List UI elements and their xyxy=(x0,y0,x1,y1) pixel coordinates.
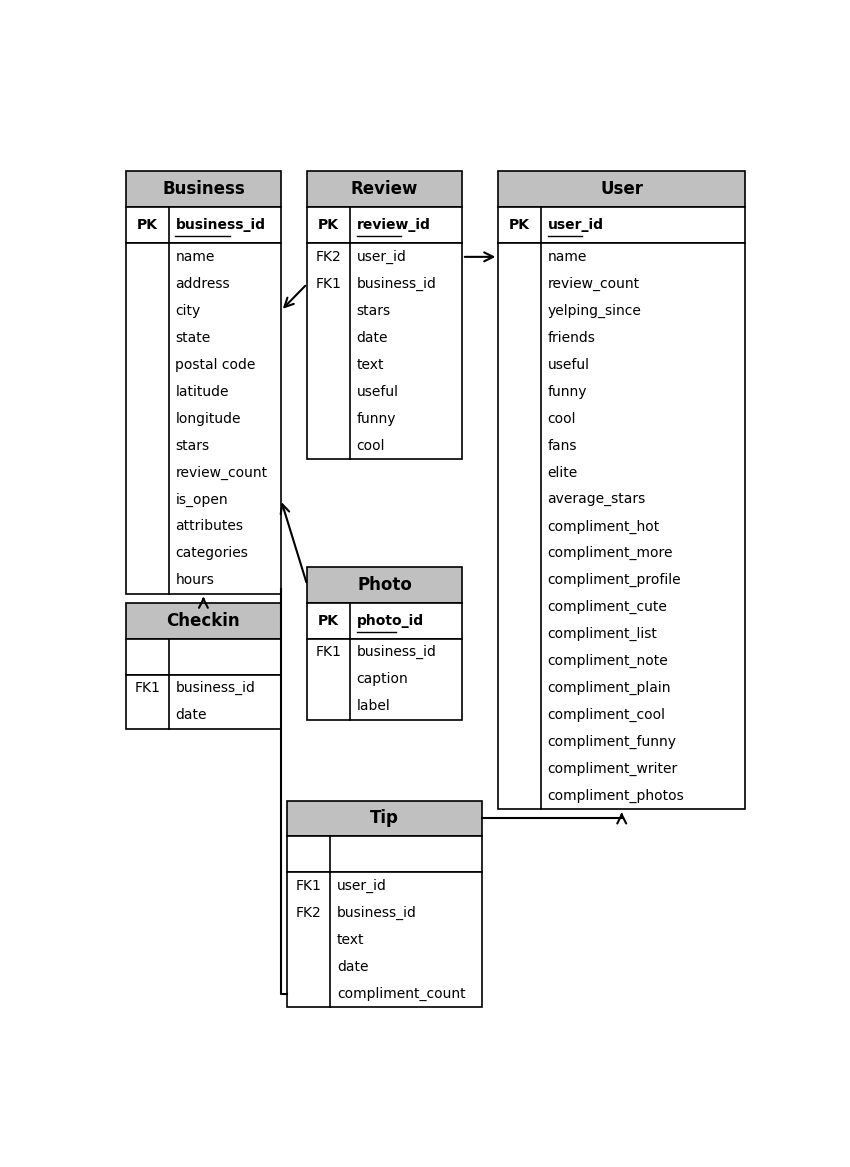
Text: stars: stars xyxy=(175,439,210,453)
Text: cool: cool xyxy=(357,439,385,453)
Text: compliment_more: compliment_more xyxy=(547,546,673,560)
Bar xyxy=(126,675,280,728)
Text: date: date xyxy=(337,959,368,973)
Text: stars: stars xyxy=(357,303,391,317)
Text: compliment_writer: compliment_writer xyxy=(547,762,677,776)
Bar xyxy=(307,244,462,459)
Text: useful: useful xyxy=(547,358,590,371)
Text: compliment_photos: compliment_photos xyxy=(547,789,684,803)
Text: business_id: business_id xyxy=(175,682,255,696)
Text: name: name xyxy=(547,250,587,264)
Text: friends: friends xyxy=(547,330,596,344)
Text: funny: funny xyxy=(547,385,587,399)
Text: state: state xyxy=(175,330,211,344)
Text: user_id: user_id xyxy=(357,250,406,264)
Text: Business: Business xyxy=(162,181,245,198)
Text: PK: PK xyxy=(318,218,339,232)
Text: FK1: FK1 xyxy=(315,645,342,659)
Text: fans: fans xyxy=(547,439,577,453)
Text: yelping_since: yelping_since xyxy=(547,303,642,317)
Text: categories: categories xyxy=(175,546,248,560)
Text: FK2: FK2 xyxy=(315,250,342,264)
Text: FK1: FK1 xyxy=(134,682,161,696)
Text: compliment_funny: compliment_funny xyxy=(547,735,677,749)
Text: date: date xyxy=(175,708,207,722)
Text: photo_id: photo_id xyxy=(357,614,423,628)
Bar xyxy=(126,603,280,638)
Text: text: text xyxy=(337,932,365,946)
Bar xyxy=(287,873,482,1007)
Text: useful: useful xyxy=(357,385,399,399)
Text: PK: PK xyxy=(137,218,158,232)
Bar xyxy=(498,172,745,208)
Text: compliment_note: compliment_note xyxy=(547,655,668,669)
Text: caption: caption xyxy=(357,672,408,686)
Text: Tip: Tip xyxy=(370,810,399,827)
Text: PK: PK xyxy=(318,614,339,628)
Text: text: text xyxy=(357,358,384,371)
Text: user_id: user_id xyxy=(337,879,387,893)
Text: review_count: review_count xyxy=(547,277,640,291)
Text: date: date xyxy=(357,330,388,344)
Bar xyxy=(126,208,280,244)
Text: business_id: business_id xyxy=(175,218,265,232)
Text: review_id: review_id xyxy=(357,218,430,232)
Text: FK2: FK2 xyxy=(296,906,321,920)
Text: compliment_profile: compliment_profile xyxy=(547,573,681,587)
Text: compliment_cool: compliment_cool xyxy=(547,708,666,722)
Text: compliment_plain: compliment_plain xyxy=(547,682,672,696)
Text: Photo: Photo xyxy=(357,575,412,594)
Text: FK1: FK1 xyxy=(296,879,322,893)
Text: business_id: business_id xyxy=(337,906,416,920)
Bar xyxy=(126,172,280,208)
Text: longitude: longitude xyxy=(175,412,241,426)
Bar xyxy=(287,837,482,873)
Bar xyxy=(307,603,462,638)
Text: compliment_list: compliment_list xyxy=(547,627,658,642)
Bar xyxy=(126,244,280,594)
Bar xyxy=(498,208,745,244)
Bar xyxy=(287,801,482,837)
Bar xyxy=(307,567,462,603)
Text: compliment_count: compliment_count xyxy=(337,986,466,1001)
Text: review_count: review_count xyxy=(175,466,268,480)
Text: business_id: business_id xyxy=(357,645,436,659)
Text: label: label xyxy=(357,699,390,713)
Text: attributes: attributes xyxy=(175,519,243,533)
Bar xyxy=(126,638,280,675)
Text: address: address xyxy=(175,277,230,291)
Text: name: name xyxy=(175,250,215,264)
Text: compliment_hot: compliment_hot xyxy=(547,519,660,533)
Bar xyxy=(307,638,462,720)
Text: FK1: FK1 xyxy=(315,277,342,291)
Text: PK: PK xyxy=(509,218,530,232)
Text: average_stars: average_stars xyxy=(547,492,646,506)
Text: is_open: is_open xyxy=(175,492,228,506)
Text: user_id: user_id xyxy=(547,218,603,232)
Text: Review: Review xyxy=(351,181,418,198)
Text: city: city xyxy=(175,303,201,317)
Text: hours: hours xyxy=(175,573,214,587)
Text: Checkin: Checkin xyxy=(167,612,241,630)
Text: latitude: latitude xyxy=(175,385,229,399)
Bar xyxy=(307,208,462,244)
Text: funny: funny xyxy=(357,412,396,426)
Text: compliment_cute: compliment_cute xyxy=(547,600,667,614)
Bar xyxy=(498,244,745,810)
Text: cool: cool xyxy=(547,412,576,426)
Text: elite: elite xyxy=(547,466,578,480)
Text: business_id: business_id xyxy=(357,277,436,291)
Text: postal code: postal code xyxy=(175,358,256,371)
Bar xyxy=(307,172,462,208)
Text: User: User xyxy=(600,181,643,198)
